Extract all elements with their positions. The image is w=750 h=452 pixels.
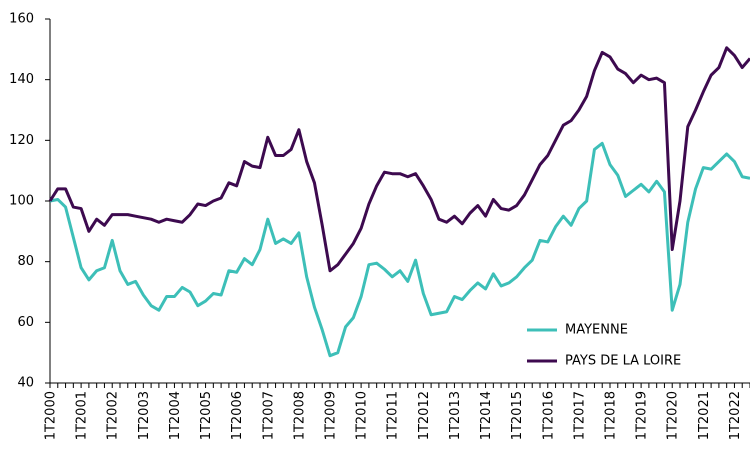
legend-label: PAYS DE LA LOIRE xyxy=(565,354,681,369)
x-tick-label: 1T2005 xyxy=(199,391,214,440)
y-tick-label: 60 xyxy=(17,315,34,330)
y-tick-label: 120 xyxy=(9,133,34,148)
y-tick-label: 160 xyxy=(9,12,34,27)
x-tick-label: 1T2010 xyxy=(355,391,370,440)
x-tick-label: 1T2016 xyxy=(541,391,556,440)
x-tick-label: 1T2009 xyxy=(324,391,339,440)
x-tick-label: 1T2012 xyxy=(417,391,432,440)
y-tick-label: 80 xyxy=(17,254,34,269)
x-tick-label: 1T2020 xyxy=(666,391,681,440)
x-tick-label: 1T2001 xyxy=(75,391,90,440)
x-tick-label: 1T2007 xyxy=(261,391,276,440)
series-line xyxy=(49,141,750,358)
x-tick-label: 1T2002 xyxy=(106,391,121,440)
x-tick-label: 1T2003 xyxy=(137,391,152,440)
x-tick-label: 1T2011 xyxy=(386,391,401,440)
x-tick-label: 1T2014 xyxy=(479,391,494,440)
y-tick-label: 100 xyxy=(9,194,34,209)
x-tick-label: 1T2006 xyxy=(230,391,245,440)
x-tick-label: 1T2015 xyxy=(510,391,525,440)
x-tick-label: 1T2008 xyxy=(292,391,307,440)
x-tick-label: 1T2022 xyxy=(728,391,743,440)
x-tick-label: 1T2000 xyxy=(44,391,59,440)
legend-label: MAYENNE xyxy=(565,323,628,338)
x-tick-label: 1T2017 xyxy=(572,391,587,440)
x-tick-label: 1T2013 xyxy=(448,391,463,440)
x-tick-label: 1T2004 xyxy=(168,391,183,440)
x-tick-label: 1T2019 xyxy=(635,391,650,440)
y-tick-label: 140 xyxy=(9,72,34,87)
x-tick-label: 1T2021 xyxy=(697,391,712,440)
y-tick-label: 40 xyxy=(17,376,34,391)
series-line xyxy=(48,46,750,273)
x-tick-label: 1T2018 xyxy=(604,391,619,440)
